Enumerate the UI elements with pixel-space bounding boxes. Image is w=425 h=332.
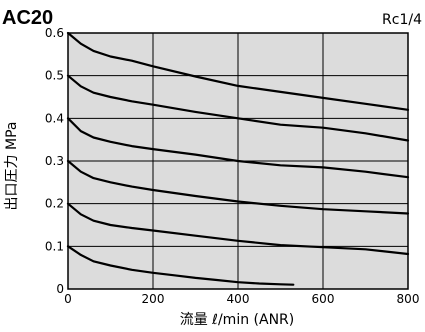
series-line-2 (66, 202, 410, 256)
x-tick-label: 400 (227, 292, 250, 306)
series-line-4 (66, 117, 410, 179)
x-tick-label: 800 (397, 292, 420, 306)
series-line-3 (66, 159, 410, 215)
plot-border (67, 32, 409, 290)
y-tick-label: 0.1 (45, 239, 64, 253)
series-line-5 (66, 74, 410, 142)
series-line-6 (66, 31, 410, 111)
x-tick-label: 0 (64, 292, 72, 306)
y-tick-label: 0.6 (45, 26, 64, 40)
chart-title: AC20 (2, 7, 53, 29)
x-axis-label: 流量 ℓ/min (ANR) (180, 312, 295, 328)
series-group (66, 31, 410, 286)
y-axis-ticks: 0 0.1 0.2 0.3 0.4 0.5 0.6 (45, 26, 64, 296)
y-axis-label: 出口圧力 MPa (4, 122, 20, 211)
x-tick-label: 200 (142, 292, 165, 306)
y-tick-label: 0.4 (45, 111, 64, 125)
x-tick-label: 600 (312, 292, 335, 306)
y-tick-label: 0.3 (45, 154, 64, 168)
y-tick-label: 0.2 (45, 197, 64, 211)
chart-subtitle: Rc1/4 (382, 12, 422, 28)
y-tick-label: 0 (56, 282, 64, 296)
series-line-1 (66, 245, 295, 286)
y-tick-label: 0.5 (45, 69, 64, 83)
x-axis-ticks: 0 200 400 600 800 (64, 292, 419, 306)
